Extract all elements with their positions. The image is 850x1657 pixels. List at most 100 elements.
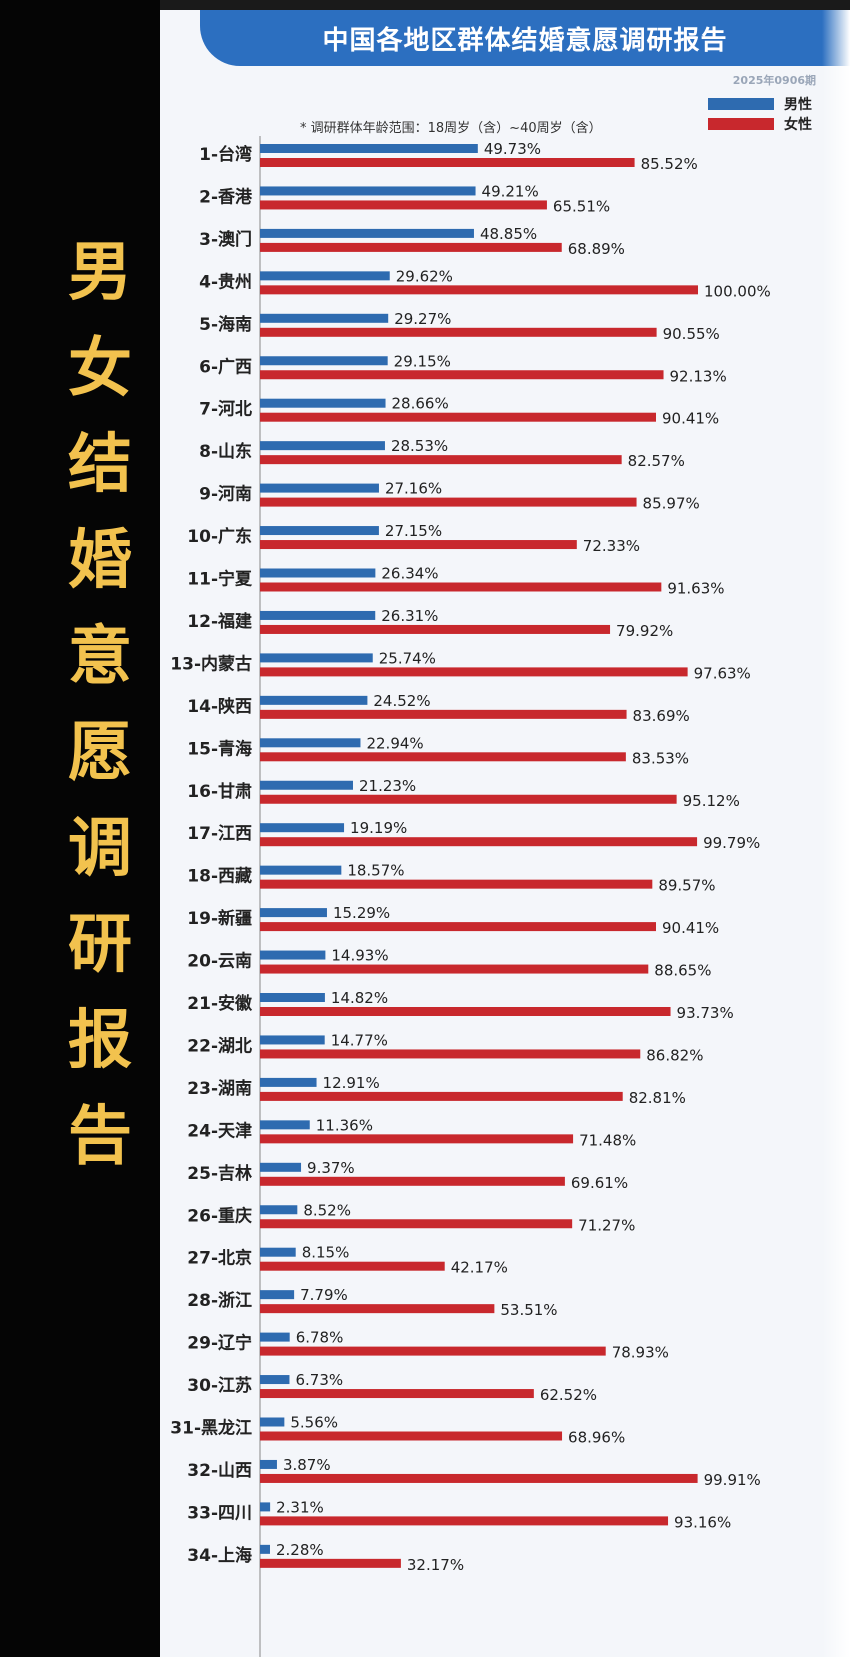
bar-female bbox=[260, 285, 698, 295]
category-label: 1-台湾 bbox=[199, 144, 252, 165]
bar-male bbox=[260, 1544, 270, 1554]
data-label-male: 49.73% bbox=[484, 140, 541, 158]
bar-male bbox=[260, 228, 474, 238]
bar-female bbox=[260, 837, 698, 847]
age-range-note: * 调研群体年龄范围：18周岁（含）~40周岁（含） bbox=[300, 121, 602, 136]
bar-female bbox=[260, 370, 664, 380]
bar-female bbox=[260, 922, 656, 932]
bar-male bbox=[260, 823, 345, 833]
bar-female bbox=[260, 455, 622, 465]
legend-swatch-male bbox=[708, 98, 774, 110]
bar-male bbox=[260, 1375, 290, 1385]
bar-female bbox=[260, 1134, 574, 1144]
data-label-female: 99.91% bbox=[704, 1471, 761, 1489]
data-label-male: 29.62% bbox=[396, 267, 453, 285]
legend-item-female: 女性 bbox=[708, 114, 812, 134]
category-label: 4-贵州 bbox=[199, 271, 252, 292]
data-label-male: 2.31% bbox=[276, 1498, 324, 1516]
data-label-female: 93.73% bbox=[677, 1004, 734, 1022]
data-label-female: 86.82% bbox=[646, 1046, 703, 1064]
category-label: 15-青海 bbox=[187, 738, 252, 759]
category-label: 29-辽宁 bbox=[187, 1333, 252, 1354]
bar-male bbox=[260, 1417, 285, 1427]
category-label: 26-重庆 bbox=[187, 1205, 252, 1226]
data-label-male: 2.28% bbox=[276, 1541, 324, 1559]
title-banner: 中国各地区群体结婚意愿调研报告 bbox=[200, 10, 850, 66]
data-label-male: 27.15% bbox=[385, 522, 442, 540]
data-label-female: 99.79% bbox=[703, 834, 760, 852]
category-label: 23-湖南 bbox=[187, 1078, 252, 1099]
chart-title: 中国各地区群体结婚意愿调研报告 bbox=[322, 25, 728, 56]
data-label-male: 27.16% bbox=[385, 480, 442, 498]
data-label-male: 24.52% bbox=[373, 692, 430, 710]
category-label: 34-上海 bbox=[187, 1545, 252, 1566]
data-label-female: 72.33% bbox=[583, 537, 640, 555]
bar-male bbox=[260, 1459, 277, 1469]
side-title-char: 调 bbox=[68, 812, 132, 886]
legend-label-male: 男性 bbox=[784, 97, 812, 113]
bar-male bbox=[260, 398, 386, 408]
data-label-male: 21.23% bbox=[359, 777, 416, 795]
data-label-male: 5.56% bbox=[290, 1414, 338, 1432]
side-title-char: 意 bbox=[68, 620, 132, 694]
data-label-male: 8.15% bbox=[302, 1244, 350, 1262]
data-label-female: 95.12% bbox=[683, 792, 740, 810]
data-label-male: 18.57% bbox=[347, 862, 404, 880]
data-label-female: 90.55% bbox=[663, 325, 720, 343]
data-label-male: 49.21% bbox=[482, 182, 539, 200]
bar-male bbox=[260, 780, 353, 790]
data-label-male: 29.15% bbox=[394, 352, 451, 370]
bar-female bbox=[260, 667, 688, 677]
data-label-male: 8.52% bbox=[303, 1201, 351, 1219]
data-label-male: 22.94% bbox=[366, 734, 423, 752]
side-title-char: 报 bbox=[68, 1004, 132, 1078]
bar-male bbox=[260, 356, 388, 366]
category-label: 33-四川 bbox=[187, 1503, 252, 1523]
category-label: 10-广东 bbox=[187, 526, 252, 547]
category-label: 16-甘肃 bbox=[187, 781, 252, 802]
category-label: 7-河北 bbox=[199, 400, 252, 420]
data-label-male: 7.79% bbox=[300, 1286, 348, 1304]
data-label-female: 82.57% bbox=[628, 452, 685, 470]
bar-male bbox=[260, 1162, 302, 1172]
bar-female bbox=[260, 1091, 623, 1101]
data-label-male: 14.93% bbox=[331, 947, 388, 965]
bar-female bbox=[260, 624, 611, 634]
category-label: 13-内蒙古 bbox=[170, 653, 252, 674]
bar-female bbox=[260, 1007, 671, 1016]
data-label-male: 28.66% bbox=[392, 395, 449, 413]
legend: 男性 女性 bbox=[708, 94, 812, 134]
data-label-male: 48.85% bbox=[480, 225, 537, 243]
category-label: 3-澳门 bbox=[199, 229, 252, 250]
bar-female bbox=[260, 1431, 563, 1441]
side-title-char: 愿 bbox=[68, 716, 132, 790]
data-label-male: 11.36% bbox=[316, 1116, 373, 1134]
bar-male bbox=[260, 1247, 296, 1257]
legend-swatch-female bbox=[708, 118, 774, 130]
data-label-female: 82.81% bbox=[629, 1089, 686, 1107]
bar-male bbox=[260, 526, 379, 536]
bar-female bbox=[260, 964, 649, 974]
data-label-female: 65.51% bbox=[553, 197, 610, 215]
bar-male bbox=[260, 483, 379, 493]
bar-male bbox=[260, 738, 361, 748]
legend-label-female: 女性 bbox=[784, 117, 812, 133]
data-label-male: 25.74% bbox=[379, 649, 436, 667]
data-label-female: 85.52% bbox=[641, 155, 698, 173]
category-label: 14-陕西 bbox=[187, 696, 252, 717]
category-label: 17-江西 bbox=[187, 824, 252, 844]
side-title-char: 结 bbox=[68, 428, 132, 502]
data-label-female: 62.52% bbox=[540, 1386, 597, 1404]
bar-male bbox=[260, 695, 368, 705]
bar-male bbox=[260, 144, 478, 153]
data-label-female: 83.69% bbox=[633, 707, 690, 725]
bar-male bbox=[260, 950, 326, 960]
bar-male bbox=[260, 1332, 290, 1342]
bar-male bbox=[260, 186, 476, 196]
data-label-female: 68.89% bbox=[568, 240, 625, 258]
category-label: 30-江苏 bbox=[187, 1375, 252, 1396]
data-label-female: 83.53% bbox=[632, 749, 689, 767]
side-title-char: 婚 bbox=[68, 524, 132, 598]
category-label: 9-河南 bbox=[199, 484, 252, 505]
data-label-female: 69.61% bbox=[571, 1174, 628, 1192]
